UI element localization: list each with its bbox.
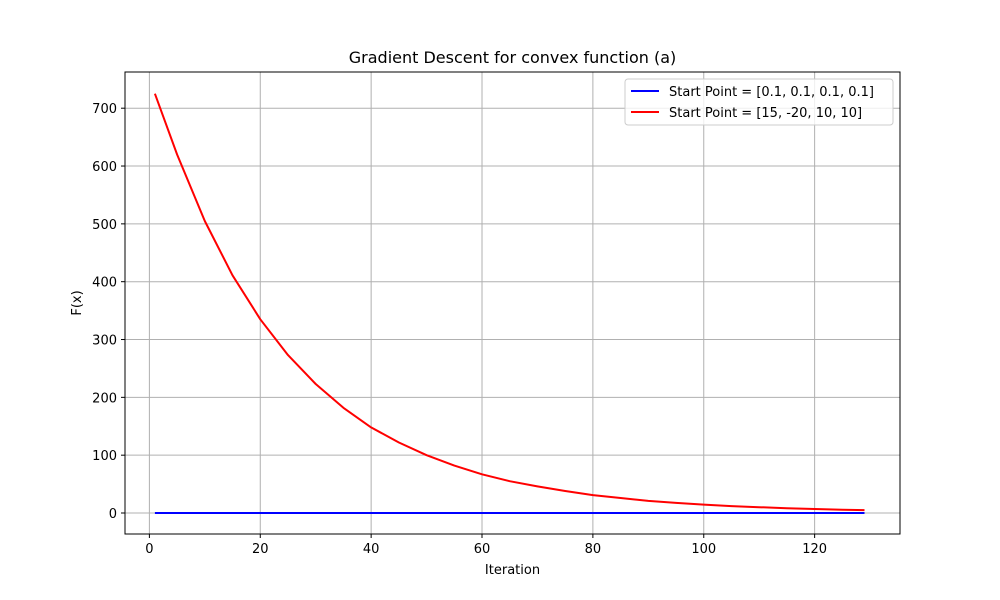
x-axis-ticks: 0 20 40 60 80 100 120 (145, 534, 827, 557)
y-axis-ticks: 0 100 200 300 400 500 600 700 (92, 102, 125, 522)
legend-label-series-2: Start Point = [15, -20, 10, 10] (669, 106, 862, 121)
legend-box (624, 78, 894, 126)
x-axis-label: Iteration (485, 563, 540, 578)
series-lines (153, 93, 865, 514)
x-tick-label: 40 (363, 542, 380, 557)
x-tick-label: 80 (585, 542, 602, 557)
y-tick-label: 400 (92, 276, 117, 291)
series-line-2 (153, 93, 865, 512)
x-tick-label: 20 (252, 542, 269, 557)
chart-title: Gradient Descent for convex function (a) (349, 48, 677, 67)
y-tick-label: 100 (92, 449, 117, 464)
legend-label-series-1: Start Point = [0.1, 0.1, 0.1, 0.1] (669, 85, 874, 100)
y-tick-label: 600 (92, 160, 117, 175)
x-tick-label: 60 (474, 542, 491, 557)
x-tick-label: 0 (145, 542, 153, 557)
legend: Start Point = [0.1, 0.1, 0.1, 0.1] Start… (624, 78, 894, 126)
y-tick-label: 0 (109, 507, 117, 522)
y-tick-label: 300 (92, 334, 117, 349)
y-tick-label: 500 (92, 218, 117, 233)
y-tick-label: 200 (92, 391, 117, 406)
x-tick-label: 120 (802, 542, 827, 557)
y-axis-label: F(x) (70, 290, 85, 315)
x-tick-label: 100 (691, 542, 716, 557)
y-tick-label: 700 (92, 102, 117, 117)
plot-frame (124, 71, 901, 535)
